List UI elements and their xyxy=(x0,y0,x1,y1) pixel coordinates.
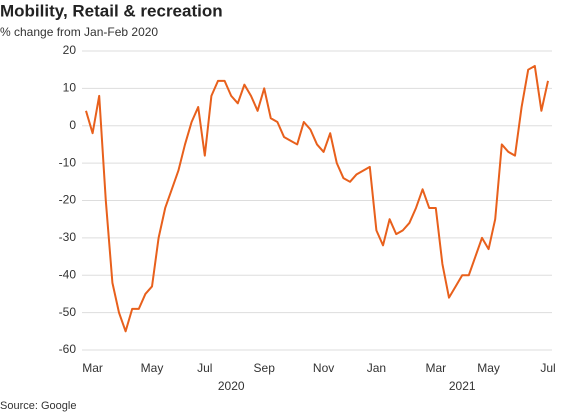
y-tick-label: -10 xyxy=(59,155,77,169)
y-tick-label: 10 xyxy=(63,81,77,95)
year-label: 2021 xyxy=(449,379,476,393)
x-tick-label: Nov xyxy=(313,361,334,375)
y-tick-label: -50 xyxy=(59,305,77,319)
x-tick-label: Jul xyxy=(197,361,212,375)
line xyxy=(85,64,549,333)
chart-subtitle: % change from Jan-Feb 2020 xyxy=(0,25,158,39)
chart-title: Mobility, Retail & recreation xyxy=(0,1,223,20)
x-tick-label: Jul xyxy=(540,361,555,375)
x-tick-label: Mar xyxy=(82,361,103,375)
y-tick-label: -20 xyxy=(59,193,77,207)
y-tick-label: -60 xyxy=(59,342,77,356)
x-tick-label: May xyxy=(477,361,500,375)
source: Source: Google xyxy=(0,400,76,412)
y-tick-label: 20 xyxy=(63,43,77,57)
x-tick-label: May xyxy=(141,361,164,375)
x-tick-label: Mar xyxy=(425,361,446,375)
y-tick-label: -40 xyxy=(59,267,77,281)
x-tick-label: Jan xyxy=(367,361,386,375)
x-tick-label: Sep xyxy=(254,361,276,375)
y-tick-label: 0 xyxy=(69,118,76,132)
y-tick-label: -30 xyxy=(59,230,77,244)
year-label: 2020 xyxy=(218,379,245,393)
